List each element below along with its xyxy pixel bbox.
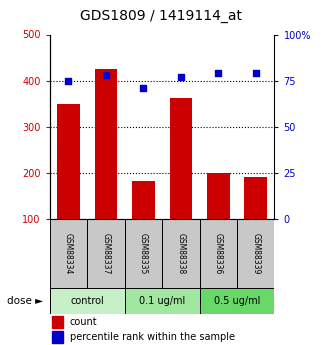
- Bar: [125, 288, 200, 314]
- Bar: [162, 219, 200, 288]
- Text: GDS1809 / 1419114_at: GDS1809 / 1419114_at: [80, 9, 241, 23]
- Point: [178, 74, 183, 80]
- Text: dose ►: dose ►: [7, 296, 43, 306]
- Point: [216, 70, 221, 76]
- Point: [253, 70, 258, 76]
- Bar: [125, 219, 162, 288]
- Bar: [207, 173, 230, 219]
- Bar: [200, 219, 237, 288]
- Text: percentile rank within the sample: percentile rank within the sample: [70, 332, 235, 342]
- Bar: [132, 181, 155, 219]
- Bar: [87, 219, 125, 288]
- Text: 0.1 ug/ml: 0.1 ug/ml: [139, 296, 185, 306]
- Point: [66, 78, 71, 83]
- Bar: [95, 69, 117, 219]
- Text: GSM88336: GSM88336: [214, 233, 223, 274]
- Bar: [50, 219, 87, 288]
- Text: GSM88338: GSM88338: [176, 233, 185, 274]
- Bar: [50, 288, 125, 314]
- Bar: [237, 219, 274, 288]
- Text: count: count: [70, 317, 98, 327]
- Text: GSM88337: GSM88337: [101, 233, 110, 274]
- Text: control: control: [70, 296, 104, 306]
- Text: GSM88339: GSM88339: [251, 233, 260, 274]
- Bar: [169, 98, 192, 219]
- Text: GSM88334: GSM88334: [64, 233, 73, 274]
- Text: GSM88335: GSM88335: [139, 233, 148, 274]
- Bar: [57, 104, 80, 219]
- Bar: [52, 316, 63, 328]
- Point: [141, 85, 146, 91]
- Bar: [52, 331, 63, 343]
- Bar: [245, 177, 267, 219]
- Point: [103, 72, 108, 78]
- Text: 0.5 ug/ml: 0.5 ug/ml: [214, 296, 260, 306]
- Bar: [200, 288, 274, 314]
